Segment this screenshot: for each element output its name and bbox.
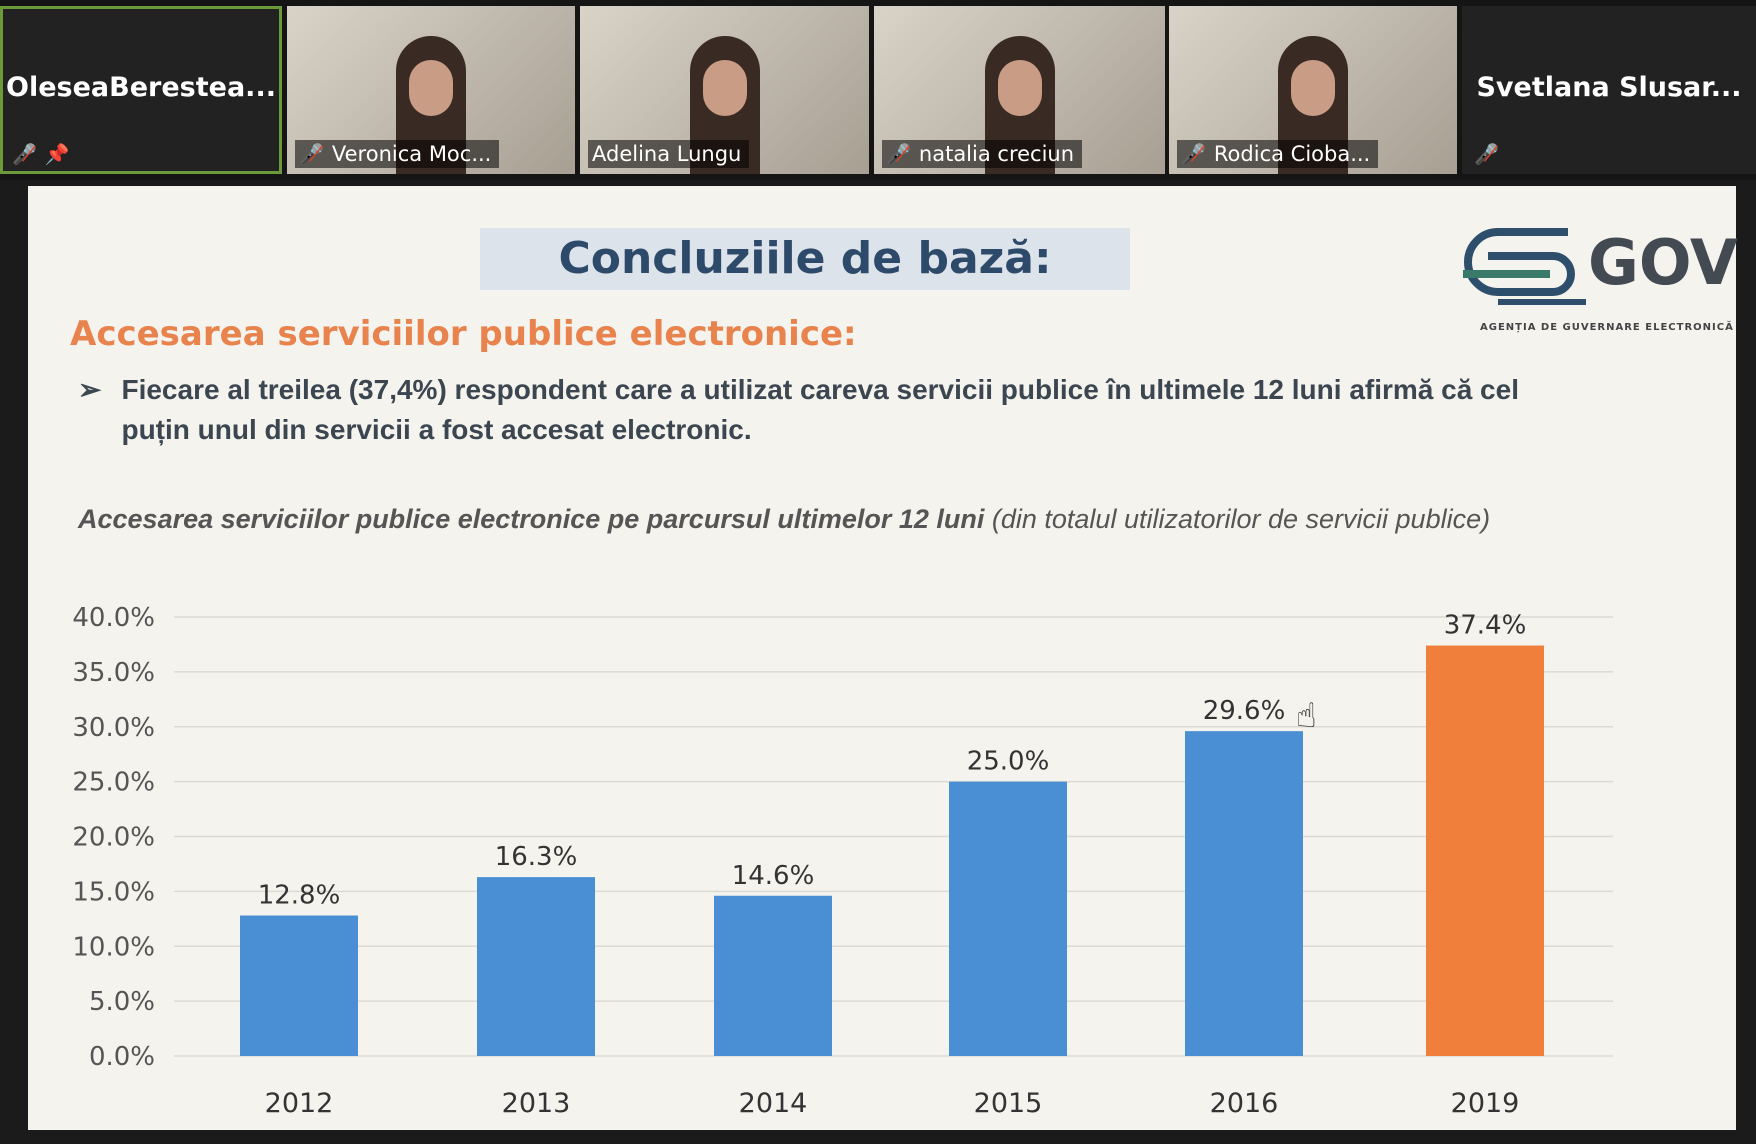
slide-title: Concluziile de bază: bbox=[480, 228, 1130, 290]
y-tick-label: 35.0% bbox=[72, 658, 155, 688]
bar bbox=[1185, 731, 1303, 1056]
participant-face bbox=[1291, 60, 1335, 116]
data-label: 16.3% bbox=[495, 842, 578, 872]
x-tick-label: 2015 bbox=[974, 1088, 1043, 1119]
slide-subtitle: Accesarea serviciilor publice electronic… bbox=[70, 314, 857, 354]
chart-title-main: Accesarea serviciilor publice electronic… bbox=[78, 504, 985, 534]
bullet-text: Fiecare al treilea (37,4%) respondent ca… bbox=[121, 374, 1519, 445]
hand-cursor-icon: ☝ bbox=[1296, 696, 1317, 736]
participant-tile[interactable]: OleseaBerestea... 🎤̸ 📌 bbox=[0, 6, 282, 174]
y-tick-label: 0.0% bbox=[89, 1042, 155, 1072]
x-tick-label: 2016 bbox=[1210, 1088, 1279, 1119]
egov-logo: GOV AGENȚIA DE GUVERNARE ELECTRONICĂ bbox=[1458, 226, 1738, 333]
participant-tile[interactable]: Svetlana Slusar... 🎤̸ bbox=[1462, 6, 1756, 174]
participant-name-label: Adelina Lungu bbox=[588, 140, 750, 168]
logo-text: GOV bbox=[1588, 226, 1738, 299]
y-tick-label: 15.0% bbox=[72, 877, 155, 907]
y-tick-label: 10.0% bbox=[72, 932, 155, 962]
participant-status: 🎤̸ 📌 bbox=[8, 140, 78, 168]
data-label: 12.8% bbox=[258, 881, 341, 911]
data-label: 29.6% bbox=[1203, 696, 1286, 726]
participant-tile[interactable]: 🎤̸ Veronica Moc... bbox=[287, 6, 575, 174]
bar bbox=[477, 877, 595, 1056]
pin-icon: 📌 bbox=[44, 142, 70, 166]
bar bbox=[240, 915, 358, 1056]
data-label: 37.4% bbox=[1444, 611, 1527, 641]
participant-name: Veronica Moc... bbox=[331, 142, 492, 166]
y-tick-label: 30.0% bbox=[72, 713, 155, 743]
chart-title: Accesarea serviciilor publice electronic… bbox=[78, 504, 1490, 535]
bar bbox=[714, 895, 832, 1056]
participant-face bbox=[409, 60, 453, 116]
y-tick-label: 20.0% bbox=[72, 823, 155, 853]
y-tick-label: 40.0% bbox=[72, 603, 155, 633]
egov-logo-icon bbox=[1463, 228, 1586, 305]
participant-name: Svetlana Slusar... bbox=[1476, 72, 1742, 103]
bullet-item: ➢ Fiecare al treilea (37,4%) respondent … bbox=[78, 370, 1578, 450]
participant-name-label: 🎤̸ natalia creciun bbox=[882, 140, 1083, 168]
participant-name: Rodica Cioba... bbox=[1213, 142, 1371, 166]
participant-name-label: 🎤̸ Rodica Cioba... bbox=[1177, 140, 1379, 168]
participant-strip: OleseaBerestea... 🎤̸ 📌 🎤̸ Veronica Moc... Ade… bbox=[0, 0, 1756, 180]
muted-mic-icon: 🎤̸ bbox=[1181, 142, 1206, 166]
data-label: 14.6% bbox=[732, 861, 815, 891]
chart-title-note: (din totalul utilizatorilor de servicii … bbox=[984, 504, 1491, 534]
x-tick-label: 2014 bbox=[739, 1088, 808, 1119]
muted-mic-icon: 🎤̸ bbox=[299, 142, 324, 166]
muted-mic-icon: 🎤̸ bbox=[12, 142, 37, 166]
participant-name: OleseaBerestea... bbox=[6, 72, 276, 103]
x-tick-label: 2019 bbox=[1451, 1088, 1520, 1119]
participant-status: 🎤̸ bbox=[1470, 140, 1507, 168]
y-tick-label: 25.0% bbox=[72, 768, 155, 798]
participant-tile[interactable]: 🎤̸ natalia creciun bbox=[874, 6, 1165, 174]
participant-face bbox=[702, 60, 747, 116]
bar bbox=[1426, 645, 1544, 1056]
x-tick-label: 2013 bbox=[502, 1088, 571, 1119]
participant-name-label: 🎤̸ Veronica Moc... bbox=[295, 140, 500, 168]
muted-mic-icon: 🎤̸ bbox=[1474, 142, 1499, 166]
participant-name: natalia creciun bbox=[918, 142, 1075, 166]
participant-name: Adelina Lungu bbox=[592, 142, 742, 166]
arrow-bullet-icon: ➢ bbox=[78, 374, 102, 405]
muted-mic-icon: 🎤̸ bbox=[886, 142, 911, 166]
participant-tile[interactable]: Adelina Lungu bbox=[580, 6, 869, 174]
bar bbox=[949, 781, 1067, 1056]
data-label: 25.0% bbox=[967, 747, 1050, 777]
y-tick-label: 5.0% bbox=[89, 987, 155, 1017]
participant-tile[interactable]: 🎤̸ Rodica Cioba... bbox=[1169, 6, 1457, 174]
participant-face bbox=[997, 60, 1042, 116]
x-tick-label: 2012 bbox=[265, 1088, 334, 1119]
logo-subtitle: AGENȚIA DE GUVERNARE ELECTRONICĂ bbox=[1480, 322, 1734, 333]
